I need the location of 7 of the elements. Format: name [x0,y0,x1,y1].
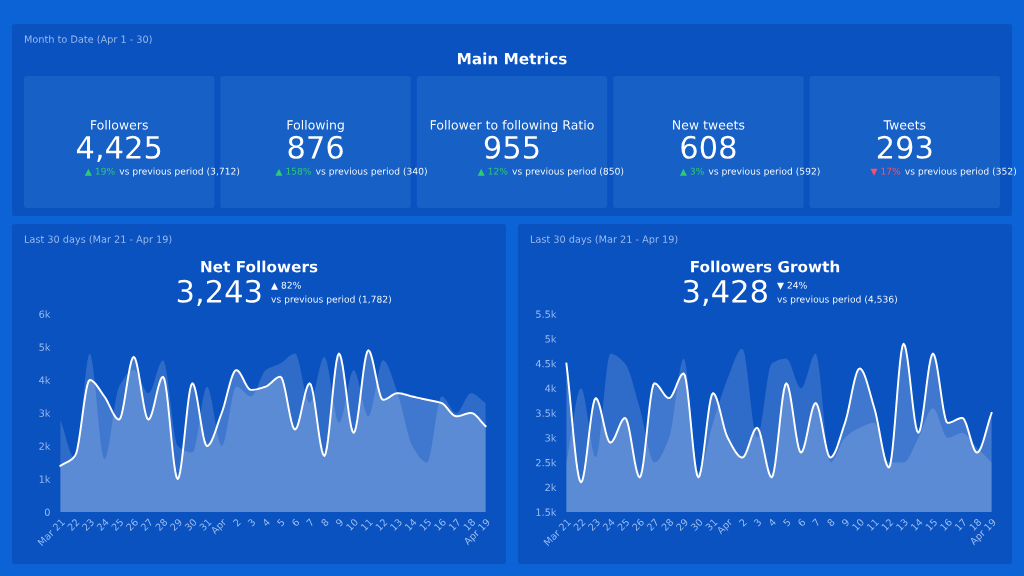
text: 3,428 [683,279,767,306]
text: 4,425 [76,135,161,162]
text: 608 [681,135,736,159]
text: 955 [484,135,539,159]
text: 293 [877,135,932,159]
text: 876 [288,135,343,159]
text: 3,243 [177,279,261,306]
